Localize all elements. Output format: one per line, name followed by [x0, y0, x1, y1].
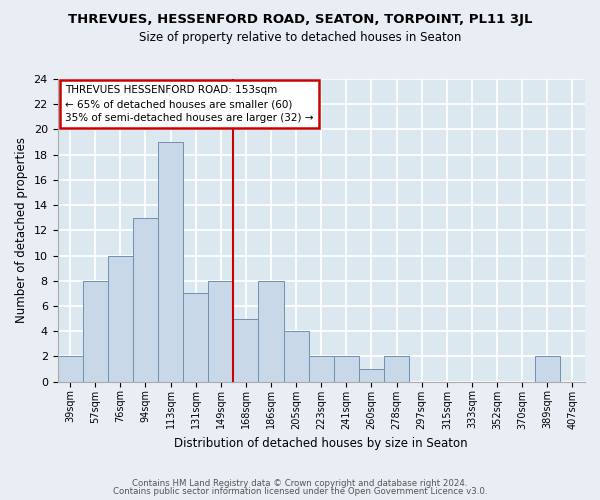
- Bar: [183, 294, 208, 382]
- Bar: [309, 356, 334, 382]
- Bar: [284, 331, 309, 382]
- Text: THREVUES, HESSENFORD ROAD, SEATON, TORPOINT, PL11 3JL: THREVUES, HESSENFORD ROAD, SEATON, TORPO…: [68, 12, 532, 26]
- Bar: [259, 281, 284, 382]
- Text: Contains HM Land Registry data © Crown copyright and database right 2024.: Contains HM Land Registry data © Crown c…: [132, 478, 468, 488]
- Text: Size of property relative to detached houses in Seaton: Size of property relative to detached ho…: [139, 31, 461, 44]
- Bar: [208, 281, 233, 382]
- Text: THREVUES HESSENFORD ROAD: 153sqm
← 65% of detached houses are smaller (60)
35% o: THREVUES HESSENFORD ROAD: 153sqm ← 65% o…: [65, 85, 314, 123]
- Bar: [58, 356, 83, 382]
- Bar: [384, 356, 409, 382]
- Text: Contains public sector information licensed under the Open Government Licence v3: Contains public sector information licen…: [113, 487, 487, 496]
- Bar: [334, 356, 359, 382]
- Bar: [83, 281, 108, 382]
- Bar: [108, 256, 133, 382]
- Bar: [133, 218, 158, 382]
- Bar: [233, 318, 259, 382]
- Y-axis label: Number of detached properties: Number of detached properties: [15, 138, 28, 324]
- Bar: [535, 356, 560, 382]
- X-axis label: Distribution of detached houses by size in Seaton: Distribution of detached houses by size …: [175, 437, 468, 450]
- Bar: [359, 369, 384, 382]
- Bar: [158, 142, 183, 382]
